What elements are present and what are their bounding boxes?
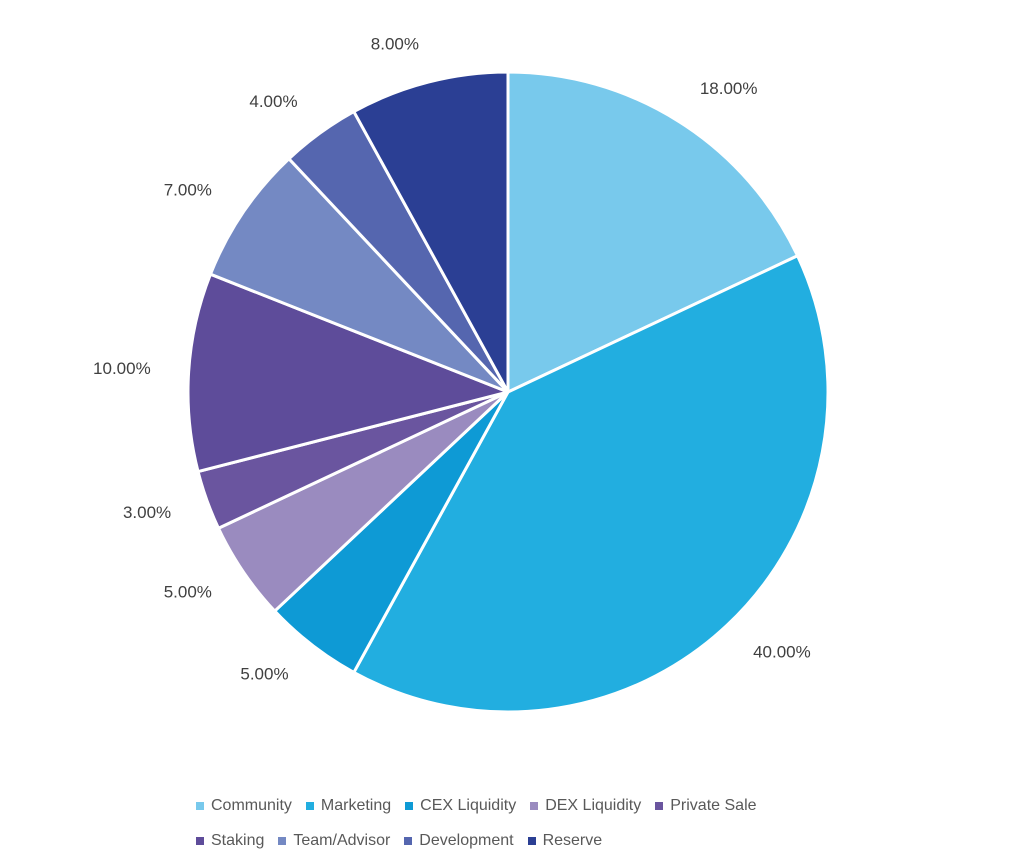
pie-slice-marketing — [352, 254, 830, 714]
legend-label-team-advisor: Team/Advisor — [293, 831, 391, 849]
data-label-private-sale: 3.00% — [123, 503, 171, 522]
chart-legend: Community Marketing CEX Liquidity DEX Li… — [196, 788, 836, 858]
legend-item-staking: Staking — [196, 832, 264, 850]
legend-swatch-staking — [196, 836, 204, 845]
pie-slice-community — [506, 70, 800, 394]
legend-label-marketing: Marketing — [320, 796, 392, 814]
legend-swatch-marketing — [305, 801, 314, 810]
data-label-community: 18.00% — [700, 79, 758, 98]
legend-label-development: Development — [419, 831, 514, 849]
legend-label-private-sale: Private Sale — [670, 796, 757, 814]
data-label-team-advisor: 7.00% — [164, 180, 212, 199]
legend-swatch-cex-liquidity — [405, 801, 414, 810]
legend-row-2: Staking Team/Advisor Development Reserve — [196, 823, 836, 858]
legend-label-community: Community — [211, 796, 292, 814]
legend-label-dex-liquidity: DEX Liquidity — [545, 796, 642, 814]
pie-data-labels: 18.00% 40.00% 5.00% 5.00% 3.00% 10.00% 7.00% 4.… — [93, 35, 811, 684]
legend-item-marketing: Marketing — [305, 796, 392, 815]
legend-row-1: Community Marketing CEX Liquidity DEX Li… — [196, 788, 836, 823]
legend-swatch-private-sale — [655, 801, 664, 810]
pie-slice-team-advisor — [208, 157, 510, 394]
data-label-marketing: 40.00% — [753, 642, 811, 661]
data-label-development: 4.00% — [249, 92, 297, 111]
legend-label-staking: Staking — [211, 831, 265, 849]
data-label-cex-liquidity: 5.00% — [240, 664, 288, 683]
legend-item-private-sale: Private Sale — [655, 796, 757, 815]
legend-swatch-community — [196, 801, 204, 810]
data-label-dex-liquidity: 5.00% — [164, 583, 212, 602]
legend-label-reserve: Reserve — [542, 831, 603, 849]
legend-swatch-team-advisor — [278, 836, 287, 845]
legend-swatch-development — [404, 836, 413, 845]
legend-item-team-advisor: Team/Advisor — [278, 832, 390, 850]
data-label-staking: 10.00% — [93, 359, 151, 378]
legend-swatch-dex-liquidity — [530, 801, 539, 810]
pie-slice-reserve — [352, 70, 510, 394]
pie-slices — [186, 70, 830, 714]
legend-swatch-reserve — [527, 836, 536, 845]
legend-item-reserve: Reserve — [527, 831, 603, 850]
legend-item-community: Community — [196, 797, 292, 815]
data-label-reserve: 8.00% — [371, 35, 419, 54]
legend-item-dex-liquidity: DEX Liquidity — [530, 797, 641, 815]
legend-label-cex-liquidity: CEX Liquidity — [420, 796, 517, 814]
legend-item-cex-liquidity: CEX Liquidity — [405, 797, 516, 815]
legend-item-development: Development — [404, 831, 514, 850]
pie-slice-staking — [186, 272, 510, 474]
